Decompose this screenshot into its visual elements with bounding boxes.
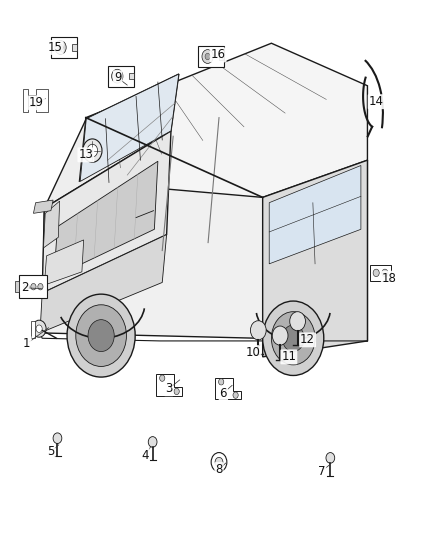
Circle shape xyxy=(36,325,42,333)
Circle shape xyxy=(205,53,210,60)
Polygon shape xyxy=(15,281,19,292)
Text: 4: 4 xyxy=(141,449,148,462)
Polygon shape xyxy=(269,165,361,264)
Circle shape xyxy=(112,69,123,83)
FancyBboxPatch shape xyxy=(108,66,134,87)
Circle shape xyxy=(283,325,304,352)
Polygon shape xyxy=(35,89,48,112)
Circle shape xyxy=(251,321,266,340)
Circle shape xyxy=(159,375,165,381)
Text: 14: 14 xyxy=(369,95,384,108)
Polygon shape xyxy=(44,240,84,285)
Polygon shape xyxy=(54,161,158,277)
Circle shape xyxy=(219,378,224,385)
Circle shape xyxy=(211,453,227,472)
Polygon shape xyxy=(44,74,179,208)
Text: 12: 12 xyxy=(300,333,315,346)
Text: 1: 1 xyxy=(23,337,31,350)
Polygon shape xyxy=(72,44,77,51)
Text: 18: 18 xyxy=(382,272,397,285)
Circle shape xyxy=(83,139,102,163)
Circle shape xyxy=(53,433,62,443)
Polygon shape xyxy=(33,200,53,213)
Text: 15: 15 xyxy=(48,41,63,54)
Circle shape xyxy=(67,294,135,377)
Polygon shape xyxy=(219,53,224,60)
Text: 11: 11 xyxy=(281,350,297,364)
Polygon shape xyxy=(79,43,367,197)
Text: 2: 2 xyxy=(21,281,28,294)
FancyBboxPatch shape xyxy=(19,275,47,298)
Polygon shape xyxy=(43,201,60,248)
Polygon shape xyxy=(215,378,241,399)
Polygon shape xyxy=(129,73,134,79)
Text: 3: 3 xyxy=(165,382,173,395)
Circle shape xyxy=(215,457,223,467)
Text: 16: 16 xyxy=(211,49,226,61)
Polygon shape xyxy=(42,131,367,341)
FancyBboxPatch shape xyxy=(198,46,224,67)
Circle shape xyxy=(31,284,36,290)
Circle shape xyxy=(55,41,66,54)
Circle shape xyxy=(326,453,335,463)
Text: 9: 9 xyxy=(114,71,121,84)
Polygon shape xyxy=(263,160,367,357)
Polygon shape xyxy=(40,235,166,333)
Circle shape xyxy=(38,284,43,290)
Circle shape xyxy=(174,388,179,394)
Text: 13: 13 xyxy=(78,148,93,161)
FancyBboxPatch shape xyxy=(51,37,77,58)
Circle shape xyxy=(373,269,379,277)
Circle shape xyxy=(233,392,238,398)
Polygon shape xyxy=(80,74,179,181)
Circle shape xyxy=(148,437,157,447)
FancyBboxPatch shape xyxy=(370,265,392,281)
Text: 8: 8 xyxy=(215,463,223,476)
Circle shape xyxy=(263,301,324,375)
Circle shape xyxy=(272,312,315,365)
Text: 5: 5 xyxy=(47,445,55,458)
Circle shape xyxy=(24,284,29,290)
Circle shape xyxy=(76,305,127,367)
Text: 6: 6 xyxy=(219,386,227,400)
Circle shape xyxy=(382,269,388,277)
Circle shape xyxy=(272,326,288,345)
Circle shape xyxy=(290,312,305,331)
Polygon shape xyxy=(28,95,43,106)
Circle shape xyxy=(87,144,98,157)
Text: 19: 19 xyxy=(29,96,44,109)
Circle shape xyxy=(202,50,213,63)
Circle shape xyxy=(115,73,120,79)
Circle shape xyxy=(32,320,46,337)
Text: 10: 10 xyxy=(246,346,261,359)
Circle shape xyxy=(88,320,114,352)
Polygon shape xyxy=(31,321,35,338)
Circle shape xyxy=(58,44,63,51)
Polygon shape xyxy=(23,89,28,112)
Polygon shape xyxy=(42,131,171,293)
Polygon shape xyxy=(155,374,182,395)
Text: 7: 7 xyxy=(318,465,325,478)
